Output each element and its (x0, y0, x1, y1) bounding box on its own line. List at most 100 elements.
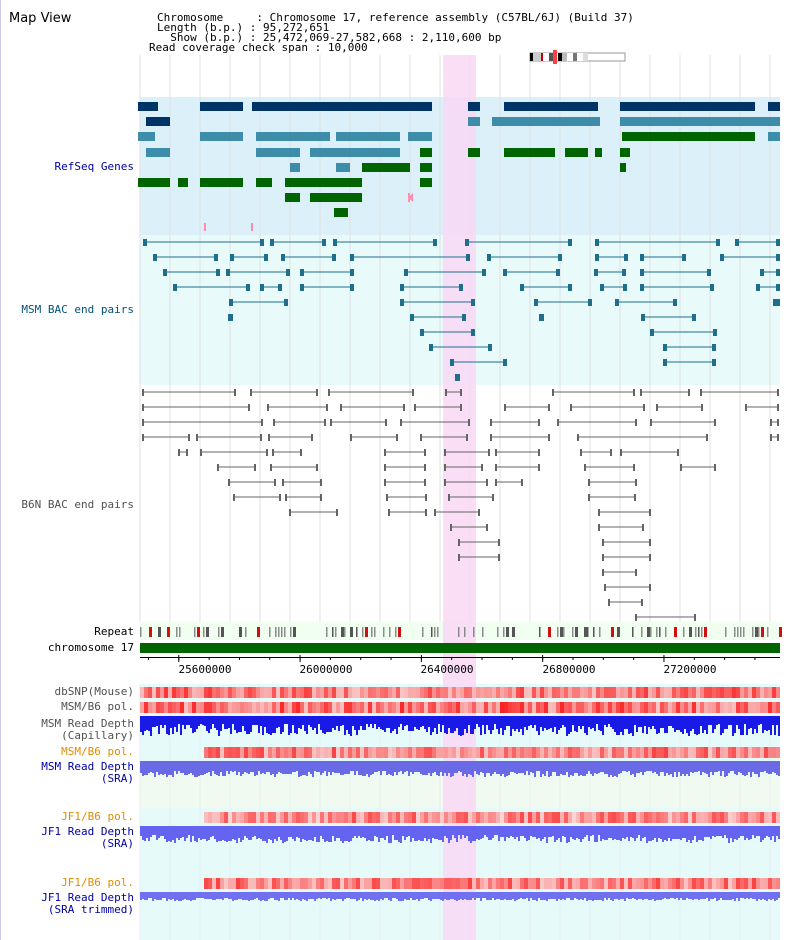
dbsnp-density-cell (148, 687, 152, 698)
msm-b6-polymorphism-cell (208, 702, 212, 713)
track-label-dbsnp[interactable]: dbSNP(Mouse) (54, 685, 134, 698)
repeat-element (650, 627, 652, 637)
jf1-b6-polymorphism-cell (564, 812, 568, 823)
jf1-b6-polymorphism-cell (600, 812, 604, 823)
msm-b6-polymorphism-cell (340, 702, 344, 713)
track-label-repeat[interactable]: Repeat (94, 625, 134, 638)
track-label-b6n-bac[interactable]: B6N BAC end pairs (21, 498, 134, 511)
repeat-element (560, 627, 563, 637)
b6n-bac-end (552, 389, 554, 396)
msm-capillary-depth-bar (588, 716, 590, 727)
msm-capillary-depth-bar (414, 716, 416, 727)
jf1-trimmed-depth-bar (254, 892, 256, 899)
b6n-bac-end (633, 389, 635, 396)
msm-capillary-depth-bar (330, 716, 332, 732)
jf1-sra-depth-bar (246, 826, 248, 838)
msm-b6-polymorphism-cell (672, 702, 676, 713)
msm-capillary-depth-bar (686, 716, 688, 733)
dbsnp-density-cell (532, 687, 536, 698)
ideogram-band (558, 53, 562, 61)
msm-capillary-depth-bar (326, 716, 328, 732)
b6n-bac-end (274, 479, 276, 486)
jf1-trimmed-depth-bar (310, 892, 312, 899)
b6n-bac-end (311, 434, 313, 441)
msm-sra-depth-bar (340, 761, 342, 775)
msm-bac-end (682, 254, 686, 261)
msm-sra-depth-bar (236, 761, 238, 775)
dbsnp-density-cell (736, 687, 740, 698)
jf1-b6-polymorphism-cell (620, 878, 624, 889)
dbsnp-density-cell (476, 687, 480, 698)
track-label-msm-bac[interactable]: MSM BAC end pairs (21, 303, 134, 316)
b6n-bac-end (444, 464, 446, 471)
gene-direction-arrow (408, 193, 413, 202)
b6n-bac-end (300, 449, 302, 456)
dbsnp-density-cell (628, 687, 632, 698)
track-label-msm-b6-pol-2[interactable]: MSM/B6 pol. (61, 745, 134, 758)
msm-capillary-depth-bar (188, 716, 190, 725)
track-label-jf1-b6-pol-2[interactable]: JF1/B6 pol. (61, 876, 134, 889)
jf1-trimmed-depth-bar (632, 892, 634, 898)
b6n-bac-end (649, 539, 651, 546)
msm-sra-depth-bar (388, 761, 390, 774)
jf1-b6-polymorphism-cell (296, 812, 300, 823)
b6n-bac-end (602, 554, 604, 561)
msm-b6-polymorphism-cell (516, 702, 520, 713)
b6n-bac-end (386, 494, 388, 501)
jf1-sra-depth-bar (192, 826, 194, 836)
b6n-bac-end (635, 419, 637, 426)
repeat-element (548, 627, 551, 637)
track-label-refseq[interactable]: RefSeq Genes (54, 160, 134, 173)
jf1-sra-depth-bar (416, 826, 418, 841)
jf1-trimmed-depth-bar (712, 892, 714, 899)
jf1-b6-polymorphism-cell (624, 812, 628, 823)
msm-capillary-depth-bar (484, 716, 486, 734)
jf1-trimmed-depth-bar (170, 892, 172, 900)
ideogram-band (533, 53, 541, 61)
jf1-trimmed-depth-bar (406, 892, 408, 900)
b6n-bac-end (414, 404, 416, 411)
msm-sra-depth-bar (318, 761, 320, 772)
msm-b6-polymorphism-cell (548, 747, 552, 758)
msm-sra-depth-bar (736, 761, 738, 775)
msm-sra-depth-bar (226, 761, 228, 771)
jf1-sra-depth-bar (518, 826, 520, 841)
jf1-sra-depth-bar (422, 826, 424, 841)
msm-capillary-depth-bar (678, 716, 680, 730)
msm-sra-depth-bar (216, 761, 218, 775)
msm-capillary-depth-bar (274, 716, 276, 733)
msm-capillary-depth-bar (152, 716, 154, 727)
jf1-sra-depth-bar (718, 826, 720, 836)
jf1-trimmed-depth-bar (214, 892, 216, 900)
msm-b6-polymorphism-cell (212, 747, 216, 758)
msm-sra-depth-bar (462, 761, 464, 776)
msm-capillary-depth-bar (336, 716, 338, 726)
msm-bac-end (462, 314, 466, 321)
msm-b6-polymorphism-cell (744, 702, 748, 713)
track-label-jf1-depth[interactable]: JF1 Read Depth (41, 825, 134, 838)
msm-b6-polymorphism-cell (312, 702, 316, 713)
jf1-trimmed-depth-bar (468, 892, 470, 900)
jf1-trimmed-depth-bar (418, 892, 420, 901)
jf1-b6-polymorphism-cell (240, 878, 244, 889)
track-label-msm-b6-pol[interactable]: MSM/B6 pol. (61, 700, 134, 713)
jf1-sra-depth-bar (740, 826, 742, 836)
track-label-msm-depth-capillary[interactable]: MSM Read Depth (41, 717, 134, 730)
jf1-trimmed-depth-bar (250, 892, 252, 900)
jf1-b6-polymorphism-cell (472, 812, 476, 823)
msm-sra-depth-bar (748, 761, 750, 772)
track-label-jf1-b6-pol[interactable]: JF1/B6 pol. (61, 810, 134, 823)
jf1-b6-polymorphism-cell (760, 812, 764, 823)
repeat-element (737, 627, 739, 637)
b6n-bac-end (577, 434, 579, 441)
repeat-element (779, 627, 782, 637)
msm-b6-polymorphism-cell (628, 747, 632, 758)
msm-sra-depth-bar (334, 761, 336, 773)
track-label-jf1-depth-trimmed[interactable]: JF1 Read Depth (41, 891, 134, 904)
repeat-element (512, 627, 515, 637)
track-label-msm-depth-sra[interactable]: MSM Read Depth (41, 760, 134, 773)
jf1-trimmed-depth-bar (178, 892, 180, 901)
msm-sra-depth-bar (720, 761, 722, 776)
track-label-msm-depth-sra-sub: (SRA) (100, 772, 134, 785)
